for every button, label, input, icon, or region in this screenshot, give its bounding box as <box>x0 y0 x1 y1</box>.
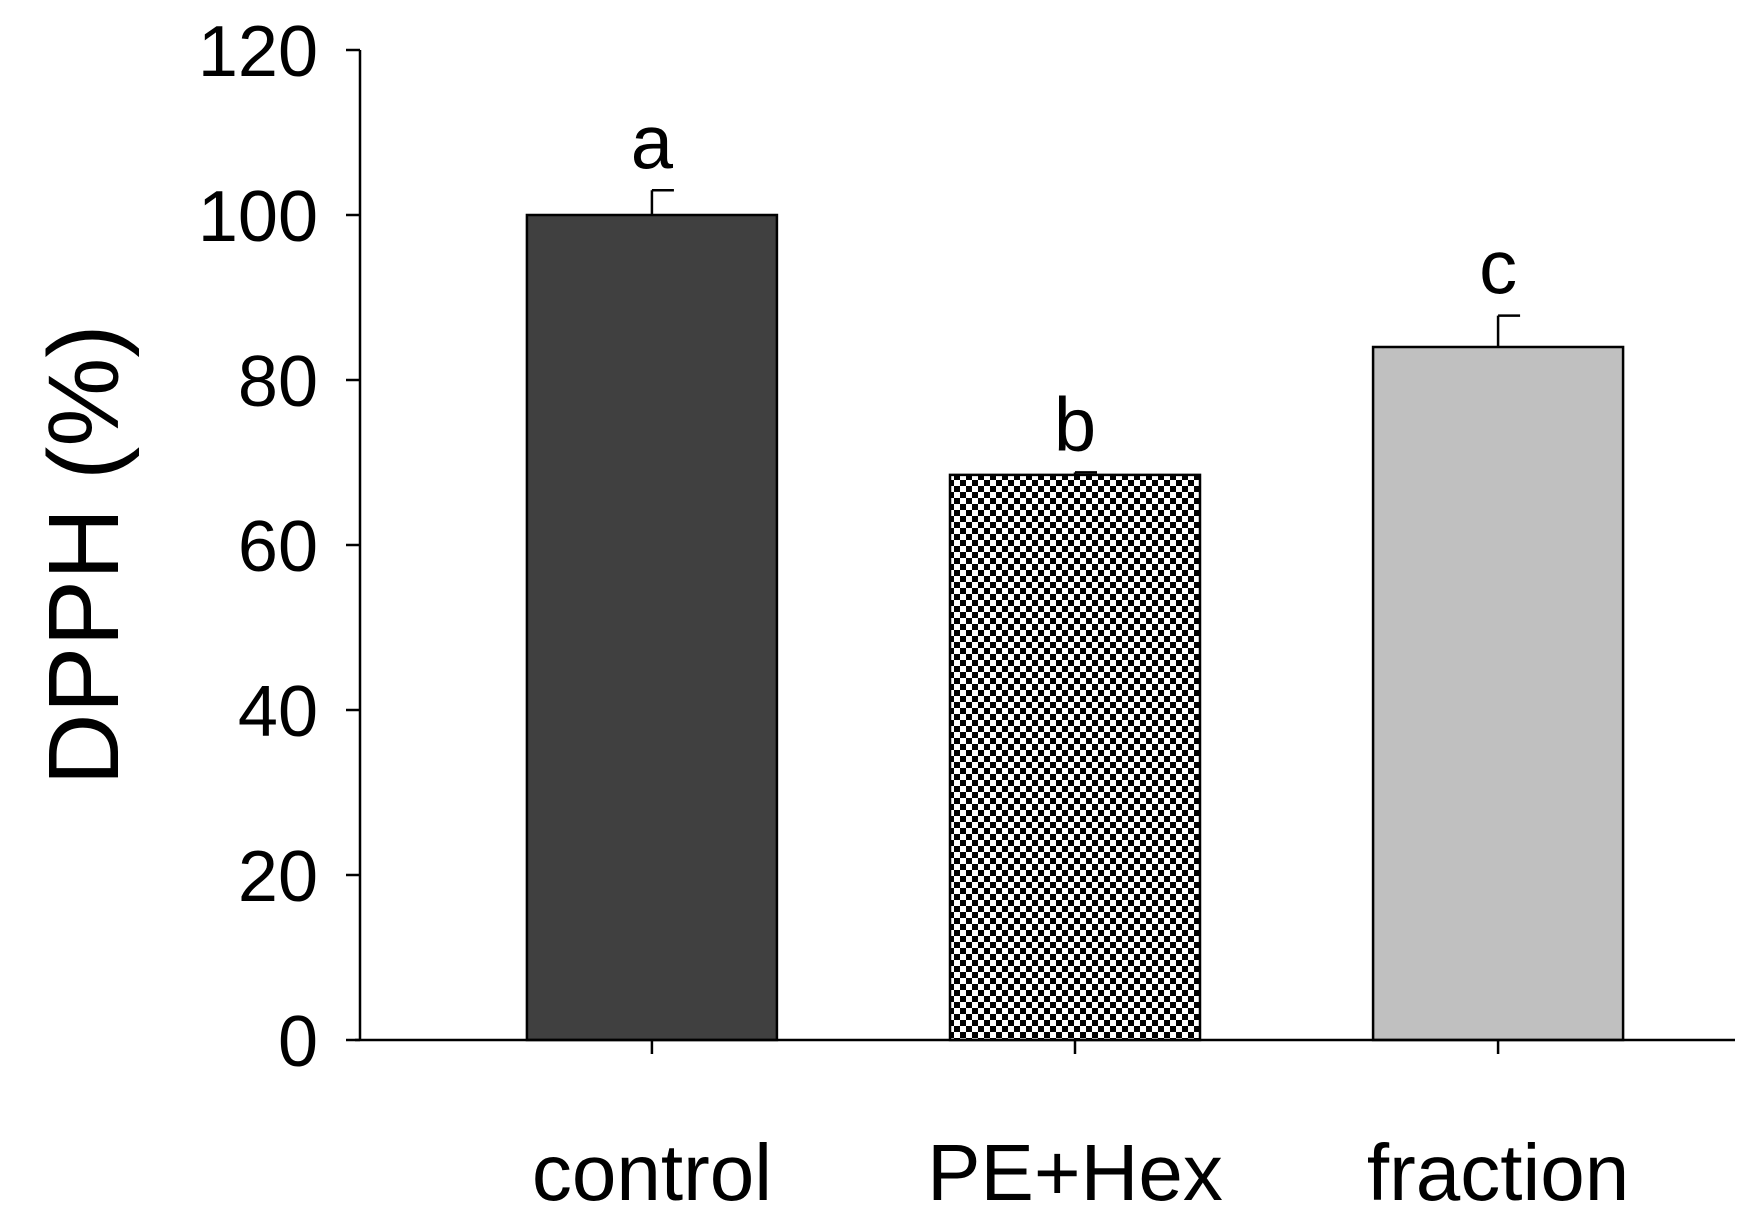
bar-fraction <box>1371 345 1625 1042</box>
x-ticks-layer: control PE+Hex fraction <box>532 1040 1629 1217</box>
bar-control <box>525 213 779 1042</box>
bars-layer <box>525 213 1625 1042</box>
x-tick-label: PE+Hex <box>927 1128 1223 1217</box>
y-tick-label: 80 <box>238 342 318 422</box>
error-bars-layer <box>650 189 1521 475</box>
bar-pe-hex <box>948 473 1202 1042</box>
y-tick-label: 120 <box>198 12 318 92</box>
x-tick-label: control <box>532 1128 772 1217</box>
significance-labels-layer: a b c <box>631 100 1517 467</box>
significance-label: a <box>631 100 674 185</box>
y-axis-title: DPPH (%) <box>28 324 140 785</box>
y-tick-label: 40 <box>238 672 318 752</box>
y-tick-label: 100 <box>198 177 318 257</box>
y-tick-label: 0 <box>278 1002 318 1082</box>
significance-label: c <box>1479 226 1517 311</box>
y-ticks-layer: 0 20 40 60 80 100 120 <box>198 12 360 1082</box>
y-tick-label: 60 <box>238 507 318 587</box>
significance-label: b <box>1054 382 1096 467</box>
y-tick-label: 20 <box>238 837 318 917</box>
x-tick-label: fraction <box>1367 1128 1629 1217</box>
